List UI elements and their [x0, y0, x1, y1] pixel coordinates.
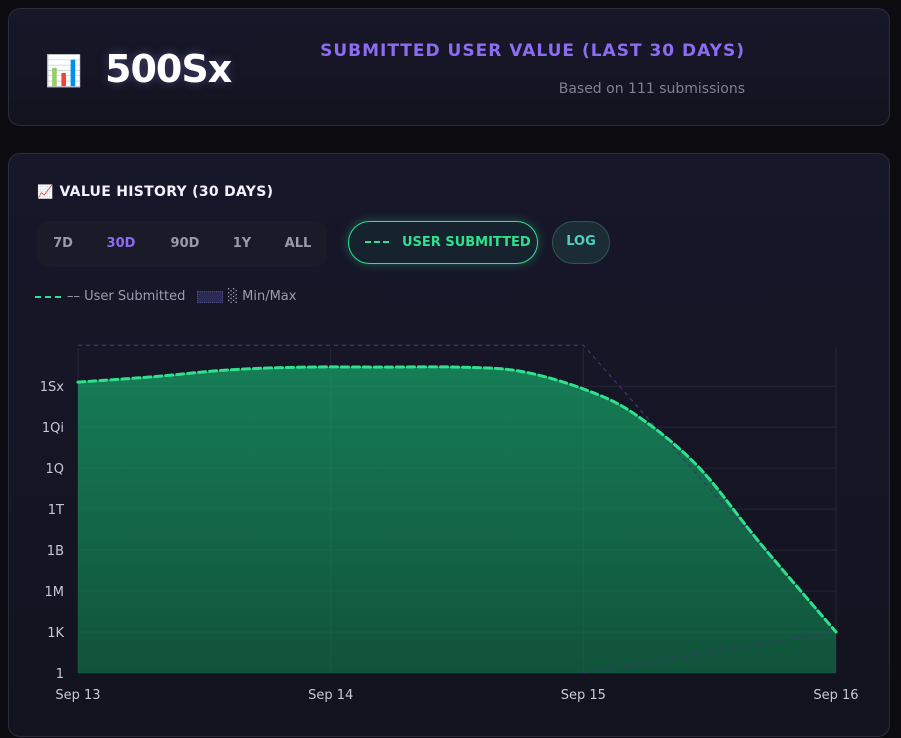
legend-minmax[interactable]: ░ Min/Max: [197, 289, 296, 304]
section-title-label: VALUE HISTORY (30 DAYS): [59, 184, 274, 200]
log-scale-toggle[interactable]: LOG: [552, 221, 610, 264]
y-tick-label: 1T: [48, 503, 64, 518]
y-tick-label: 1B: [47, 544, 64, 559]
y-tick-label: 1K: [47, 626, 64, 641]
bar-chart-icon: 📊: [45, 54, 83, 89]
dashed-line-icon: [35, 295, 61, 298]
x-tick-label: Sep 14: [308, 688, 353, 703]
y-tick-label: 1M: [45, 585, 65, 600]
summary-card: 📊 500Sx SUBMITTED USER VALUE (LAST 30 DA…: [8, 8, 890, 126]
legend-minmax-label: ░ Min/Max: [228, 289, 297, 304]
range-90d-button[interactable]: 90D: [170, 236, 200, 251]
range-1y-button[interactable]: 1Y: [232, 236, 252, 251]
y-tick-label: 1Q: [45, 462, 64, 477]
user-submitted-area: [78, 366, 836, 673]
range-7d-button[interactable]: 7D: [53, 236, 73, 251]
x-tick-label: Sep 13: [55, 688, 100, 703]
submission-count: Based on 111 submissions: [558, 81, 745, 97]
range-all-button[interactable]: ALL: [284, 236, 312, 251]
section-title: 📈 VALUE HISTORY (30 DAYS): [37, 184, 273, 200]
y-tick-label: 1: [56, 667, 64, 682]
value-history-chart: 1 1K 1M 1B 1T 1Q 1Qi 1Sx Sep 13 Sep 14 Sep 15 Sep 1…: [40, 344, 859, 703]
user-submitted-series-line: [76, 365, 838, 634]
y-tick-label: 1Qi: [42, 421, 64, 436]
x-tick-label: Sep 15: [561, 688, 606, 703]
x-tick-label: Sep 16: [813, 688, 858, 703]
user-submitted-toggle[interactable]: USER SUBMITTED: [348, 221, 538, 264]
range-30d-button[interactable]: 30D: [106, 236, 136, 251]
y-tick-label: 1Sx: [40, 380, 65, 395]
submitted-value: 500Sx: [105, 47, 232, 91]
summary-title: SUBMITTED USER VALUE (LAST 30 DAYS): [320, 41, 745, 61]
min-series-line: [583, 631, 837, 674]
user-submitted-toggle-label: USER SUBMITTED: [402, 235, 531, 250]
range-selector: 7D 30D 90D 1Y ALL: [37, 221, 327, 267]
hatched-box-icon: [197, 290, 223, 303]
max-series-line: [78, 344, 837, 633]
trend-chart-icon: 📈: [37, 185, 54, 200]
value-history-card: 📈 VALUE HISTORY (30 DAYS) 7D 30D 90D 1Y A…: [8, 153, 890, 737]
legend-user-submitted[interactable]: –– User Submitted: [35, 289, 185, 304]
dashed-line-icon: [365, 241, 389, 243]
legend-user-submitted-label: –– User Submitted: [67, 289, 186, 304]
